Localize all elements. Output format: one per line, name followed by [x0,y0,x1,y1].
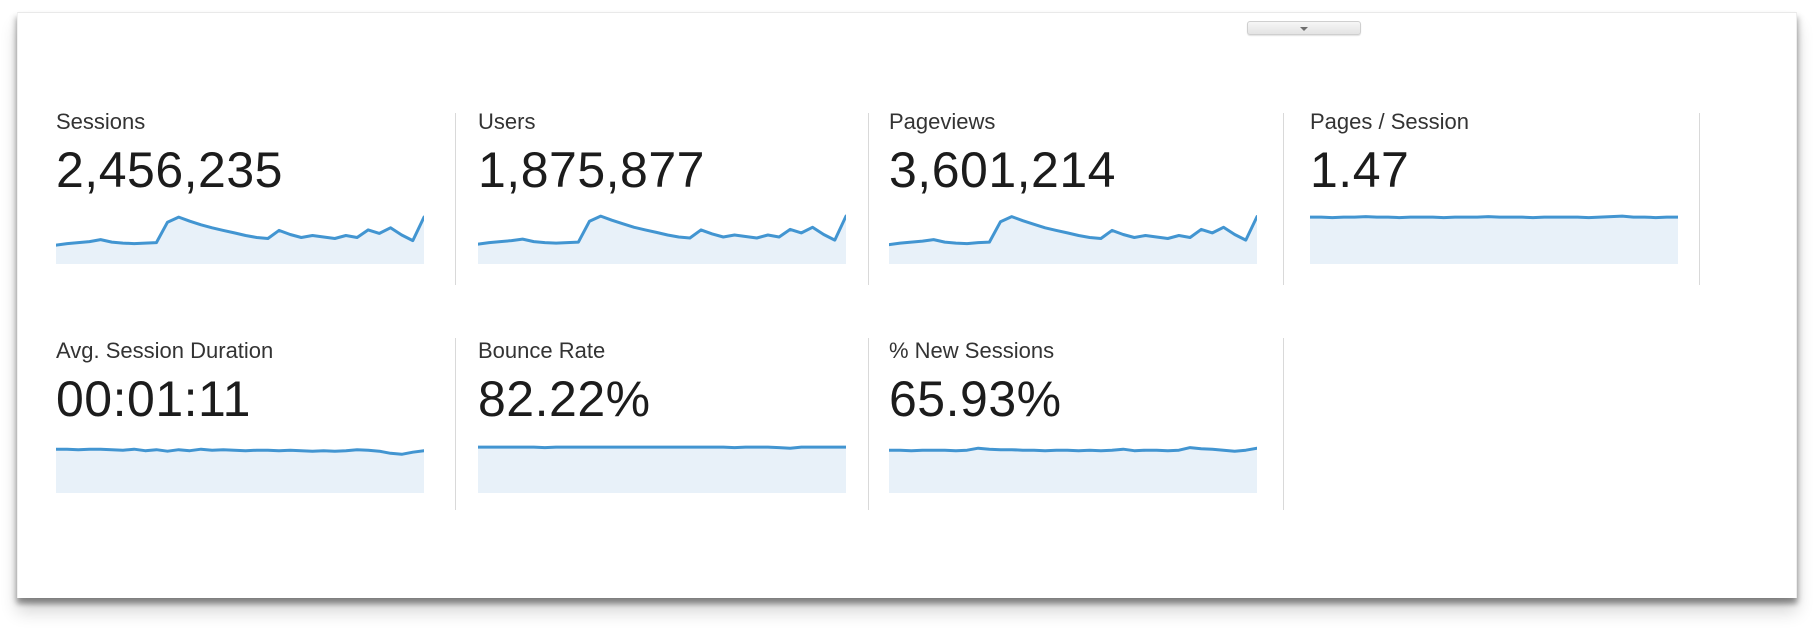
sparkline-chart [476,438,848,493]
collapse-panel-button[interactable] [1247,21,1361,35]
metric-sessions: Sessions 2,456,235 [54,109,426,264]
metric-value: 65.93% [889,371,1062,427]
divider [455,338,456,510]
divider [1283,113,1284,285]
metric-value: 1.47 [1310,142,1410,198]
metric-value: 82.22% [478,371,651,427]
divider [868,113,869,285]
metric-value: 1,875,877 [478,142,705,198]
divider [868,338,869,510]
metric-label: Bounce Rate [478,338,606,363]
sparkline-chart [1308,209,1680,264]
metric-value: 3,601,214 [889,142,1116,198]
sparkline-chart [54,438,426,493]
metric-pages-per-session: Pages / Session 1.47 [1308,109,1680,264]
divider [1699,113,1700,285]
sparkline-chart [54,209,426,264]
chevron-down-icon [1300,26,1308,31]
metric-pageviews: Pageviews 3,601,214 [887,109,1259,264]
sparkline-chart [887,438,1259,493]
metrics-card: Sessions 2,456,235 Users 1,875,877 Pagev… [17,12,1797,598]
metric-users: Users 1,875,877 [476,109,848,264]
metric-value: 00:01:11 [56,371,251,427]
sparkline-chart [476,209,848,264]
metric-percent-new-sessions: % New Sessions 65.93% [887,338,1259,493]
divider [455,113,456,285]
metric-label: Sessions [56,109,146,134]
metric-bounce-rate: Bounce Rate 82.22% [476,338,848,493]
metric-avg-session-duration: Avg. Session Duration 00:01:11 [54,338,426,493]
metric-label: Pages / Session [1310,109,1469,134]
metric-label: Avg. Session Duration [56,338,274,363]
divider [1283,338,1284,510]
metric-value: 2,456,235 [56,142,283,198]
metric-label: % New Sessions [889,338,1055,363]
metric-label: Users [478,109,536,134]
sparkline-chart [887,209,1259,264]
metric-label: Pageviews [889,109,996,134]
